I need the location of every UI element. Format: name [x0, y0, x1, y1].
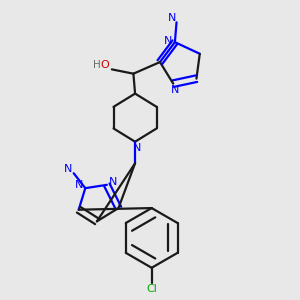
Text: N: N [133, 143, 141, 153]
Text: N: N [75, 180, 83, 190]
Text: O: O [101, 60, 110, 70]
Text: Cl: Cl [146, 284, 157, 294]
Text: N: N [164, 36, 172, 46]
Text: N: N [64, 164, 72, 174]
Text: H: H [93, 60, 101, 70]
Text: N: N [109, 176, 117, 187]
Text: N: N [171, 85, 179, 94]
Text: N: N [167, 13, 176, 23]
